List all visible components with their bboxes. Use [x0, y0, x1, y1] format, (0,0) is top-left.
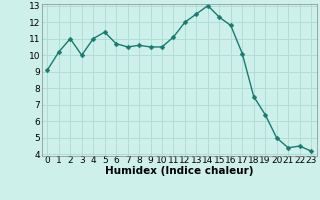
X-axis label: Humidex (Indice chaleur): Humidex (Indice chaleur)	[105, 166, 253, 176]
